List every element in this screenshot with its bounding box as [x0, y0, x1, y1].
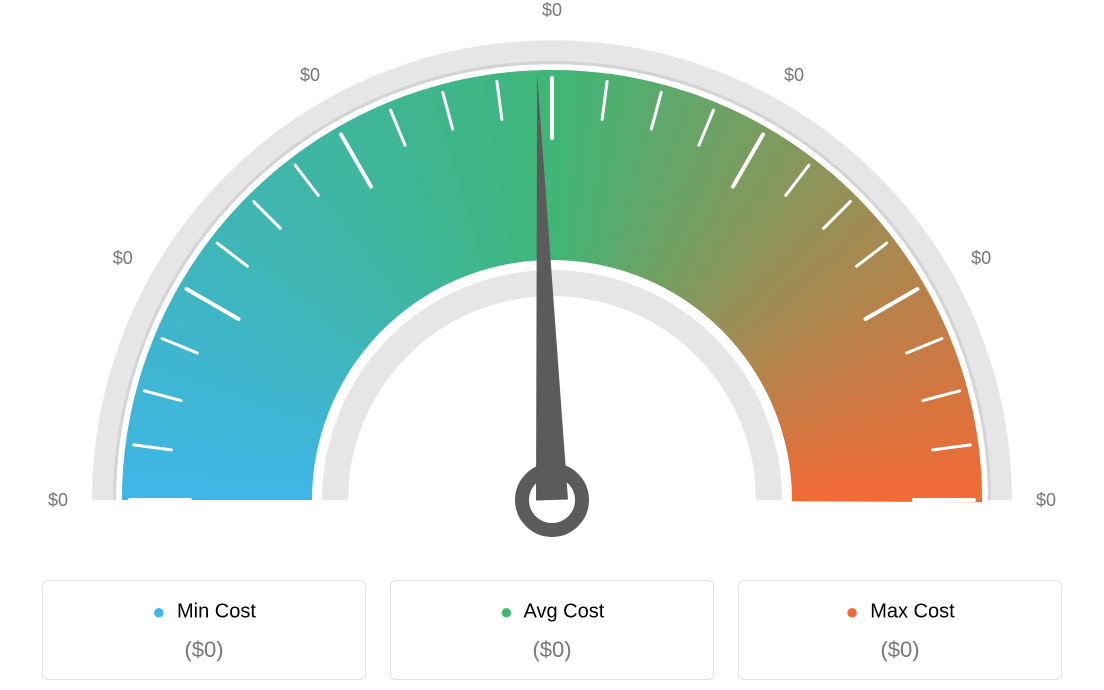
- legend-title-min: ● Min Cost: [43, 599, 365, 625]
- legend-row: ● Min Cost ($0) ● Avg Cost ($0) ● Max Co…: [0, 580, 1104, 680]
- legend-title-avg: ● Avg Cost: [391, 599, 713, 625]
- scale-label-3: $0: [542, 0, 562, 20]
- legend-label-max: Max Cost: [870, 600, 954, 622]
- scale-label-5: $0: [971, 248, 991, 268]
- gauge-chart-container: $0 $0 $0 $0 $0 $0 $0 ● Min Cost ($0) ● Avg Cos…: [0, 0, 1104, 690]
- legend-card-min: ● Min Cost ($0): [42, 580, 366, 680]
- legend-value-min: ($0): [43, 637, 365, 663]
- legend-bullet-max: ●: [845, 599, 858, 624]
- legend-label-min: Min Cost: [177, 600, 256, 622]
- scale-label-6: $0: [1036, 490, 1056, 510]
- gauge-svg: $0 $0 $0 $0 $0 $0 $0: [0, 0, 1104, 560]
- scale-label-1: $0: [113, 248, 133, 268]
- legend-value-avg: ($0): [391, 637, 713, 663]
- scale-label-4: $0: [784, 65, 804, 85]
- scale-label-0: $0: [48, 490, 68, 510]
- legend-card-max: ● Max Cost ($0): [738, 580, 1062, 680]
- legend-bullet-avg: ●: [500, 599, 513, 624]
- gauge-area: $0 $0 $0 $0 $0 $0 $0: [0, 0, 1104, 560]
- legend-title-max: ● Max Cost: [739, 599, 1061, 625]
- legend-label-avg: Avg Cost: [523, 600, 604, 622]
- legend-card-avg: ● Avg Cost ($0): [390, 580, 714, 680]
- scale-label-2: $0: [300, 65, 320, 85]
- legend-value-max: ($0): [739, 637, 1061, 663]
- legend-bullet-min: ●: [152, 599, 165, 624]
